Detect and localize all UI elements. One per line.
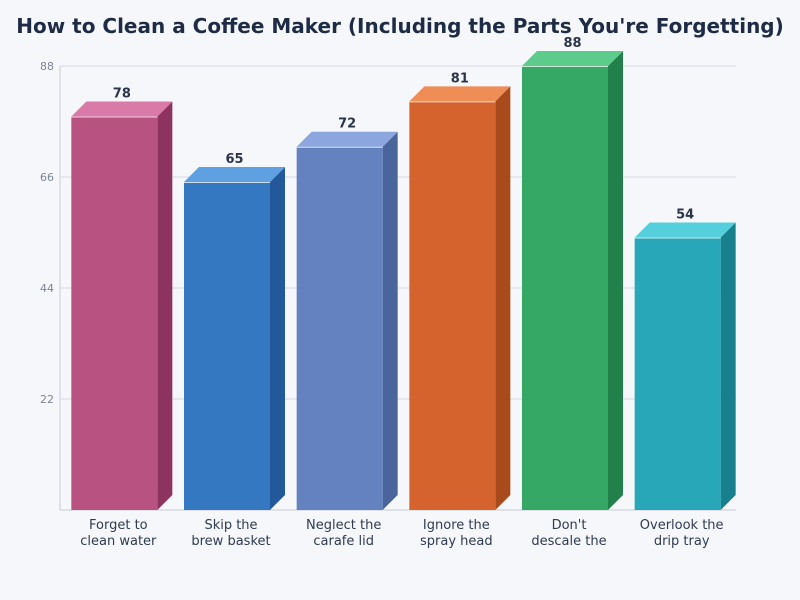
bar-top-face <box>71 101 173 117</box>
bar-front-face <box>634 237 721 510</box>
bar-side-face <box>720 222 736 510</box>
y-tick-label: 44 <box>40 282 54 295</box>
bar <box>296 131 398 510</box>
data-label: 72 <box>338 117 356 132</box>
bar-front-face <box>184 182 270 510</box>
bar-top-face <box>296 131 398 147</box>
labels-layer: 78 Forget to clean water 65 Skip the brew bas… <box>80 36 723 549</box>
bars-layer <box>71 51 736 511</box>
grid-layer <box>60 65 736 400</box>
bar-front-face <box>522 66 608 510</box>
bar-top-face <box>184 167 285 183</box>
bar <box>71 101 173 511</box>
bar-front-face <box>71 116 158 511</box>
bar-side-face <box>495 86 511 511</box>
bar <box>522 51 623 510</box>
bar <box>184 167 285 510</box>
x-tick-label: Ignore the spray head <box>420 518 493 549</box>
bar-side-face <box>270 167 285 510</box>
axis-layer: 22 44 66 88 <box>40 60 736 511</box>
data-label: 65 <box>225 152 243 167</box>
data-label: 54 <box>676 208 694 223</box>
y-tick-label: 22 <box>40 393 54 406</box>
chart-title: How to Clean a Coffee Maker (Including t… <box>16 14 784 38</box>
bar-front-face <box>409 101 496 511</box>
bar-side-face <box>608 51 623 510</box>
x-tick-label: Overlook the drip tray <box>640 518 724 549</box>
x-tick-label: Neglect the carafe lid <box>306 518 381 549</box>
x-tick-label: Forget to clean water <box>80 518 157 549</box>
bar-top-face <box>522 51 623 66</box>
bar <box>409 86 511 511</box>
bar-top-face <box>634 222 736 238</box>
bar-side-face <box>382 131 398 510</box>
bar-side-face <box>157 101 173 511</box>
x-tick-label: Don't descale the <box>531 518 606 549</box>
bar <box>634 222 736 510</box>
bar-front-face <box>296 146 383 510</box>
y-tick-label: 88 <box>40 60 54 73</box>
bar-top-face <box>409 86 511 102</box>
data-label: 88 <box>563 36 581 51</box>
x-tick-label: Skip the brew basket <box>191 518 270 549</box>
data-label: 78 <box>113 86 131 101</box>
y-tick-label: 66 <box>40 171 54 184</box>
data-label: 81 <box>451 71 469 86</box>
